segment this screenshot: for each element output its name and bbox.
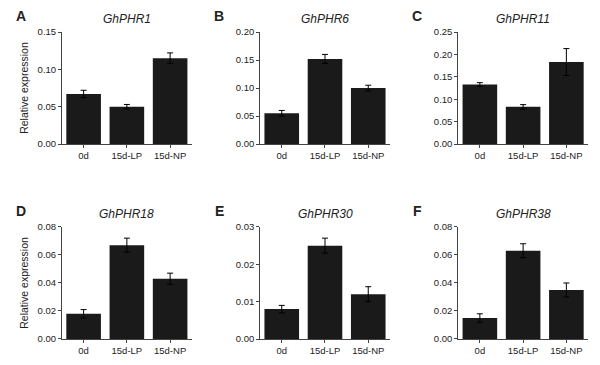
svg-text:0.10: 0.10 <box>236 82 255 93</box>
svg-text:15d-LP: 15d-LP <box>310 150 341 161</box>
svg-text:0.06: 0.06 <box>38 249 57 260</box>
svg-text:15d-LP: 15d-LP <box>508 345 539 356</box>
svg-text:0.08: 0.08 <box>434 221 453 232</box>
svg-text:Relative expression: Relative expression <box>18 42 30 134</box>
svg-text:15d-NP: 15d-NP <box>154 345 186 356</box>
svg-text:15d-LP: 15d-LP <box>112 150 143 161</box>
svg-text:0.05: 0.05 <box>434 116 453 127</box>
svg-text:GhPHR38: GhPHR38 <box>496 207 551 221</box>
svg-text:0.25: 0.25 <box>434 26 453 37</box>
svg-text:0.08: 0.08 <box>38 221 57 232</box>
svg-text:0.03: 0.03 <box>236 221 255 232</box>
svg-text:0.10: 0.10 <box>434 94 453 105</box>
svg-text:0.00: 0.00 <box>434 333 453 344</box>
svg-text:GhPHR11: GhPHR11 <box>496 12 550 26</box>
svg-text:0d: 0d <box>475 345 486 356</box>
svg-text:0.20: 0.20 <box>434 49 453 60</box>
svg-text:GhPHR6: GhPHR6 <box>301 12 349 26</box>
svg-text:0.01: 0.01 <box>236 296 255 307</box>
svg-text:0.20: 0.20 <box>236 26 255 37</box>
svg-text:0.02: 0.02 <box>236 259 255 270</box>
svg-text:0.00: 0.00 <box>236 138 255 149</box>
svg-text:GhPHR30: GhPHR30 <box>298 207 353 221</box>
svg-text:15d-LP: 15d-LP <box>112 345 143 356</box>
svg-text:0d: 0d <box>276 150 287 161</box>
svg-text:15d-NP: 15d-NP <box>352 345 384 356</box>
svg-text:0.04: 0.04 <box>434 277 453 288</box>
svg-text:0.04: 0.04 <box>38 277 57 288</box>
svg-text:0d: 0d <box>78 150 89 161</box>
svg-text:0d: 0d <box>475 150 486 161</box>
svg-text:15d-NP: 15d-NP <box>154 150 186 161</box>
svg-text:15d-NP: 15d-NP <box>352 150 384 161</box>
svg-text:D: D <box>16 203 26 219</box>
svg-text:0.06: 0.06 <box>434 249 453 260</box>
svg-text:0d: 0d <box>78 345 89 356</box>
svg-text:0.00: 0.00 <box>38 333 57 344</box>
svg-text:GhPHR18: GhPHR18 <box>99 207 154 221</box>
svg-text:15d-NP: 15d-NP <box>550 345 582 356</box>
svg-text:C: C <box>412 8 422 24</box>
svg-text:0.15: 0.15 <box>38 26 57 37</box>
svg-text:0.00: 0.00 <box>434 138 453 149</box>
svg-text:A: A <box>16 8 26 24</box>
svg-text:15d-LP: 15d-LP <box>508 150 539 161</box>
svg-text:0.10: 0.10 <box>38 64 57 75</box>
svg-text:F: F <box>413 203 422 219</box>
svg-text:0.00: 0.00 <box>236 333 255 344</box>
svg-text:GhPHR1: GhPHR1 <box>103 12 151 26</box>
svg-text:0.02: 0.02 <box>38 305 57 316</box>
svg-text:E: E <box>215 203 224 219</box>
svg-text:0.05: 0.05 <box>38 101 57 112</box>
svg-text:B: B <box>214 8 224 24</box>
svg-text:15d-NP: 15d-NP <box>550 150 582 161</box>
svg-text:15d-LP: 15d-LP <box>310 345 341 356</box>
svg-text:0.02: 0.02 <box>434 305 453 316</box>
svg-text:0.00: 0.00 <box>38 138 57 149</box>
svg-text:0.05: 0.05 <box>236 110 255 121</box>
svg-text:0d: 0d <box>276 345 287 356</box>
svg-text:Relative expression: Relative expression <box>18 237 30 329</box>
svg-text:0.15: 0.15 <box>434 71 453 82</box>
svg-text:0.15: 0.15 <box>236 54 255 65</box>
